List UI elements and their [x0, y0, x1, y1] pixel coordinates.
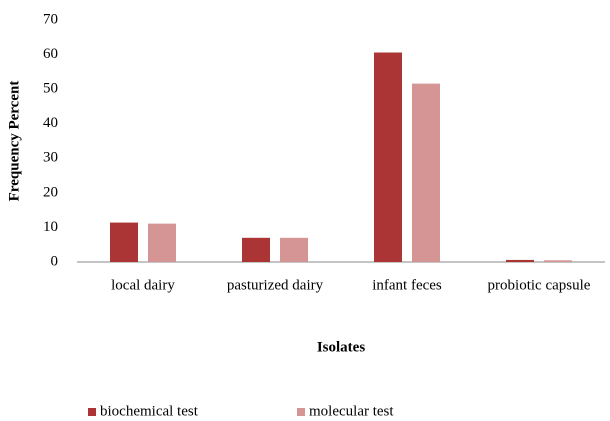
bar	[412, 83, 440, 263]
bar	[242, 237, 270, 262]
y-tick-label: 50	[43, 81, 58, 97]
y-tick-label: 20	[43, 184, 58, 200]
x-tick-label: pasturized dairy	[227, 277, 324, 293]
x-axis-label: Isolates	[317, 339, 365, 355]
y-tick-label: 60	[43, 46, 58, 62]
legend-swatch	[88, 408, 96, 416]
legend-label: molecular test	[309, 403, 394, 419]
y-tick-label: 40	[43, 115, 58, 131]
y-axis-label: Frequency Percent	[6, 81, 22, 202]
legend-label: biochemical test	[100, 403, 199, 419]
bar	[544, 260, 572, 262]
x-tick-label: infant feces	[372, 277, 442, 293]
bar	[506, 259, 534, 262]
legend-swatch	[297, 408, 305, 416]
y-tick-label: 0	[51, 253, 59, 269]
y-tick-label: 30	[43, 150, 58, 166]
bar	[374, 52, 402, 262]
y-tick-label: 70	[43, 11, 58, 27]
bar	[280, 237, 308, 262]
bar	[148, 223, 176, 262]
y-tick-label: 10	[43, 219, 58, 235]
bar	[110, 222, 138, 262]
x-tick-label: local dairy	[111, 277, 175, 293]
x-tick-label: probiotic capsule	[488, 277, 591, 293]
